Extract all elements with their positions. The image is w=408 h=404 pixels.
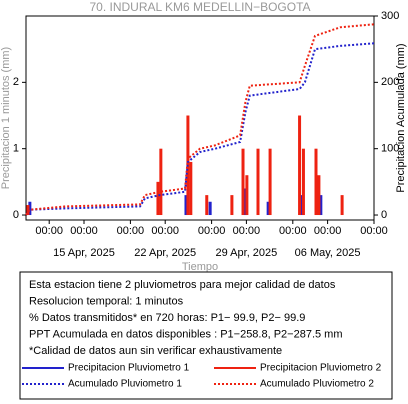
notes-box xyxy=(19,271,393,400)
x-tick-label: 00:00 xyxy=(314,225,342,237)
bar xyxy=(256,148,260,216)
plot-frame xyxy=(25,15,375,221)
bar xyxy=(245,175,249,216)
bar xyxy=(319,195,323,216)
legend-label: Acumulado Pluviometro 2 xyxy=(260,379,374,390)
bar xyxy=(301,148,305,216)
bar xyxy=(184,195,188,216)
cumulative-line xyxy=(25,23,375,216)
x-tick-label: 00:00 xyxy=(70,225,98,237)
note-line: Esta estacion tiene 2 pluviometros para … xyxy=(29,279,336,291)
x-tick-label: 00:00 xyxy=(35,225,63,237)
bar xyxy=(314,148,318,216)
note-line: *Calidad de datos aun sin verificar exha… xyxy=(29,345,282,357)
note-line: Resolucion temporal: 1 minutos xyxy=(29,295,184,307)
x-tick-label: 00:00 xyxy=(279,225,307,237)
y2-tick-label: 300 xyxy=(381,10,399,22)
bar xyxy=(241,148,245,216)
bar xyxy=(268,148,272,216)
x-tick-label: 00:00 xyxy=(198,225,226,237)
x-axis-label: Tiempo xyxy=(182,261,218,273)
cumulative-line xyxy=(25,42,375,216)
bar xyxy=(340,195,344,216)
note-line: % Datos transmitidos* en 720 horas: P1− … xyxy=(29,312,305,324)
bar xyxy=(28,201,32,216)
legend-label: Precipitacion Pluviometro 2 xyxy=(260,363,382,374)
bar xyxy=(208,201,212,216)
x-tick-label: 00:00 xyxy=(117,225,145,237)
x-date-label: 22 Apr, 2025 xyxy=(134,247,196,259)
y2-tick-label: 0 xyxy=(381,209,387,221)
bar xyxy=(266,201,270,216)
y-axis-label: Precipitacion 1 minutos (mm) xyxy=(0,47,12,189)
note-line: PPT Acumulada en datos disponibles : P1−… xyxy=(29,328,343,340)
bar xyxy=(159,148,163,216)
bar xyxy=(205,195,209,216)
y2-tick-label: 100 xyxy=(381,143,399,155)
x-date-label: 06 May, 2025 xyxy=(295,247,361,259)
x-tick-label: 00:00 xyxy=(233,225,261,237)
legend-label: Acumulado Pluviometro 1 xyxy=(68,379,182,390)
y-tick-label: 2 xyxy=(13,76,19,88)
x-date-label: 15 Apr, 2025 xyxy=(53,247,115,259)
bar xyxy=(230,195,234,216)
y2-axis-label: Precipitacion Acumulada (mm) xyxy=(395,43,407,192)
bar xyxy=(317,175,321,216)
x-tick-label: 00:00 xyxy=(151,225,179,237)
y2-tick-label: 200 xyxy=(381,76,399,88)
bar xyxy=(189,161,193,216)
x-tick-label: 00:00 xyxy=(360,225,388,237)
legend-label: Precipitacion Pluviometro 1 xyxy=(68,363,190,374)
x-date-label: 29 Apr, 2025 xyxy=(216,247,278,259)
y-tick-label: 1 xyxy=(13,143,19,155)
bar xyxy=(26,205,30,216)
y-tick-label: 0 xyxy=(13,209,19,221)
bar xyxy=(298,115,302,216)
chart-title: 70. INDURAL KM6 MEDELLIN−BOGOTA xyxy=(89,0,310,14)
bar xyxy=(156,181,160,216)
